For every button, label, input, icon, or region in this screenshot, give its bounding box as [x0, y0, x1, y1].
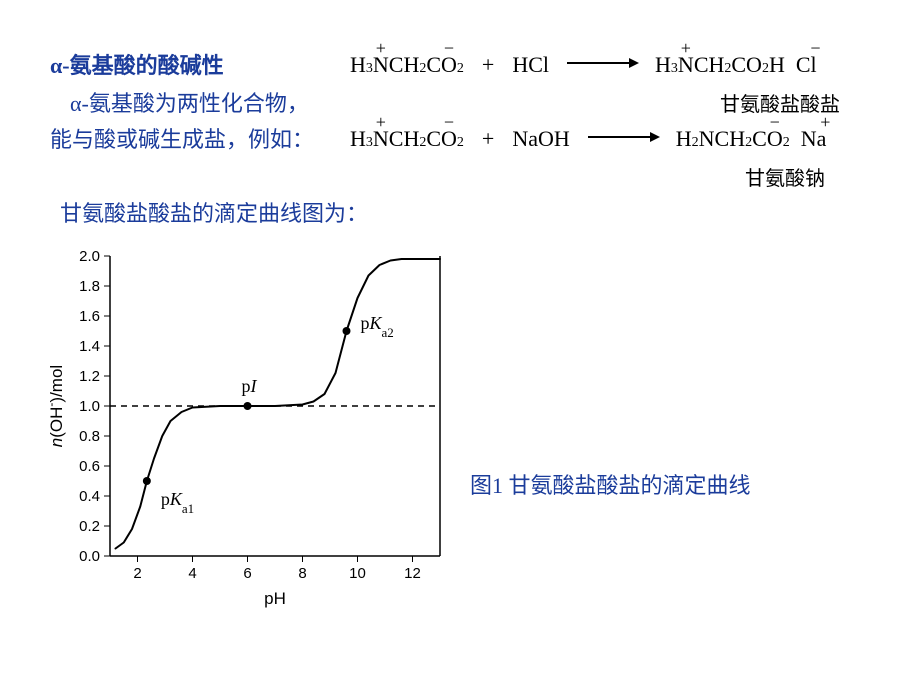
titration-chart: 0.0 0.2 0.4 0.6 0.8 1.0 1.2 1.4 1.6 1.8 2.0 2 4 6 8 10 1… — [40, 236, 460, 631]
product-name-naoh: 甘氨酸钠 — [745, 162, 825, 191]
svg-text:1.0: 1.0 — [79, 398, 100, 415]
formula-glycine-zwitterion-1: H3N+CH2CO−2 — [350, 52, 464, 78]
reaction-arrow-icon — [588, 136, 658, 138]
figure-caption: 图1 甘氨酸盐酸盐的滴定曲线 — [470, 468, 751, 500]
plus-sign-2: + — [482, 126, 494, 152]
svg-text:pKa2: pKa2 — [361, 313, 394, 340]
formula-glycine-hcl: H3N+CH2CO2H Cl− — [655, 52, 817, 78]
svg-text:12: 12 — [404, 565, 421, 582]
svg-text:0.8: 0.8 — [79, 428, 100, 445]
intro-text-line2: 能与酸或碱生成盐，例如： — [50, 122, 314, 157]
section-heading: α-氨基酸的酸碱性 — [50, 48, 224, 80]
svg-text:0.2: 0.2 — [79, 518, 100, 535]
svg-text:n(OH-)/mol: n(OH-)/mol — [44, 365, 66, 447]
svg-text:0.4: 0.4 — [79, 488, 100, 505]
svg-text:2: 2 — [133, 565, 141, 582]
intro-text-line1: α-氨基酸为两性化合物， — [70, 86, 309, 121]
svg-text:2.0: 2.0 — [79, 248, 100, 265]
svg-text:0.0: 0.0 — [79, 548, 100, 565]
svg-text:0.6: 0.6 — [79, 458, 100, 475]
svg-text:pKa1: pKa1 — [161, 489, 194, 516]
equation-row-naoh: H3N+CH2CO−2 + NaOH H2NCH2CO−2 Na+ — [350, 126, 826, 152]
reaction-arrow-icon — [567, 62, 637, 64]
svg-text:8: 8 — [298, 565, 306, 582]
plus-sign-1: + — [482, 52, 494, 78]
svg-text:1.4: 1.4 — [79, 338, 100, 355]
svg-text:pI: pI — [242, 376, 258, 396]
equation-row-hcl: H3N+CH2CO−2 + HCl H3N+CH2CO2H Cl− — [350, 52, 817, 78]
formula-glycine-na: H2NCH2CO−2 Na+ — [676, 126, 827, 152]
svg-text:1.2: 1.2 — [79, 368, 100, 385]
svg-text:6: 6 — [243, 565, 251, 582]
chart-intro-heading: 甘氨酸盐酸盐的滴定曲线图为： — [60, 196, 368, 231]
svg-text:pH: pH — [264, 589, 286, 608]
svg-text:1.8: 1.8 — [79, 278, 100, 295]
reagent-naoh: NaOH — [512, 126, 569, 152]
svg-text:1.6: 1.6 — [79, 308, 100, 325]
formula-glycine-zwitterion-2: H3N+CH2CO−2 — [350, 126, 464, 152]
svg-text:4: 4 — [188, 565, 196, 582]
reagent-hcl: HCl — [512, 52, 549, 78]
svg-text:10: 10 — [349, 565, 366, 582]
